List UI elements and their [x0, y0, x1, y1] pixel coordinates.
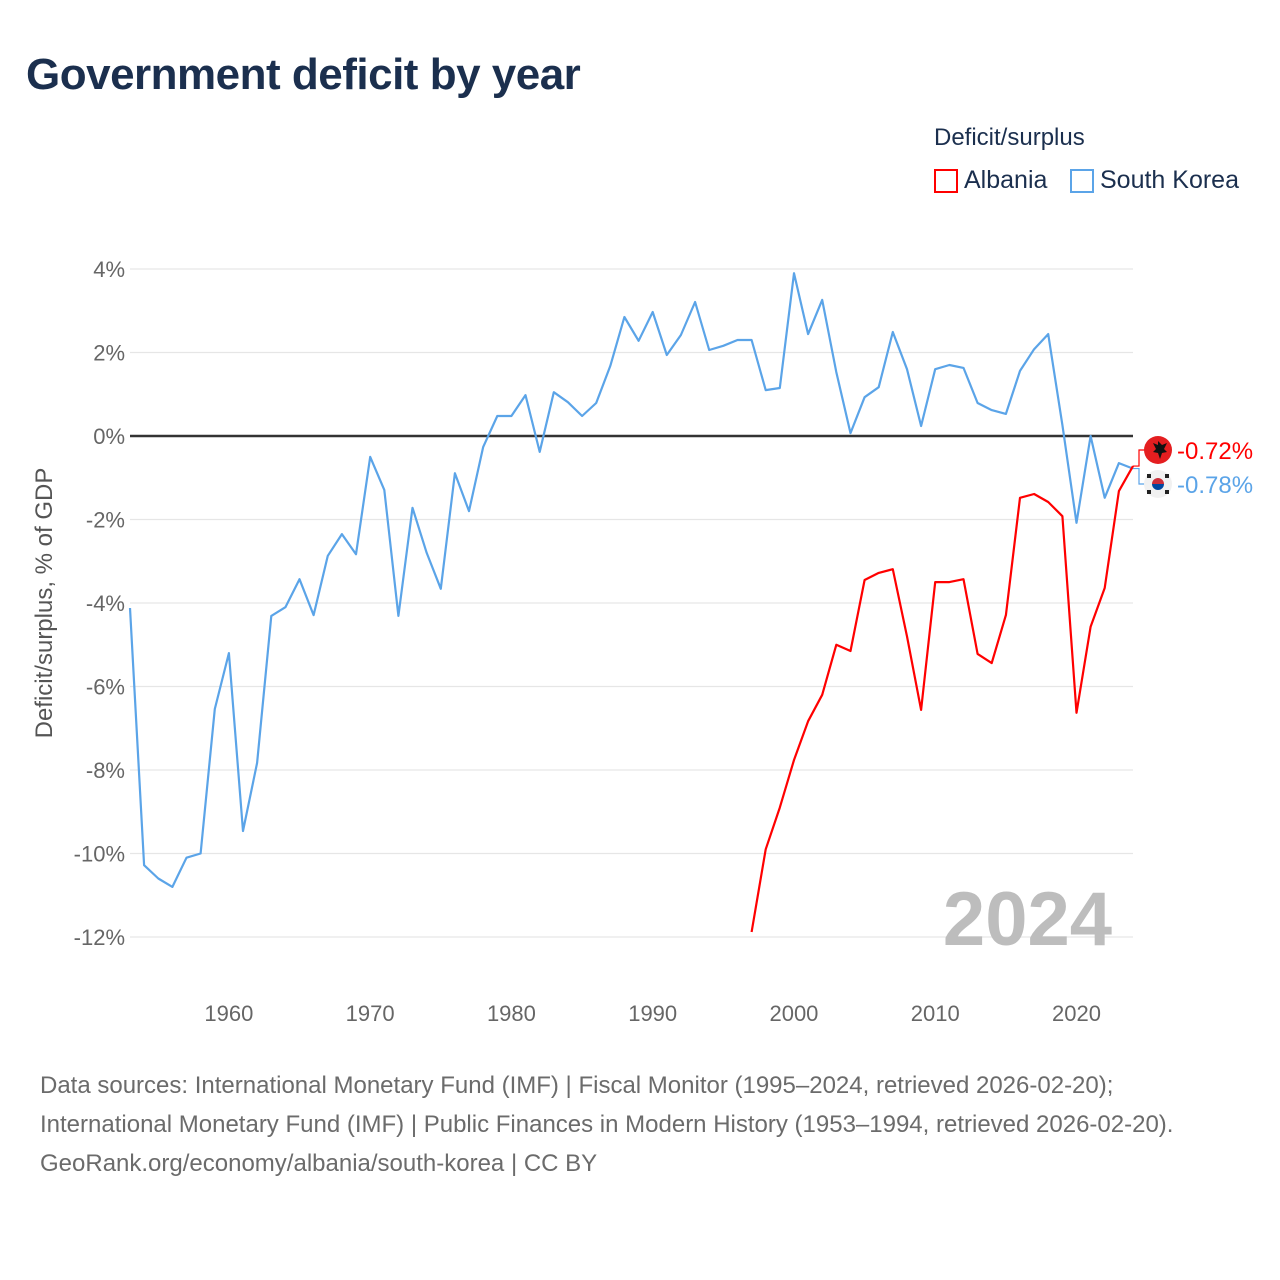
- y-tick-label: -10%: [74, 842, 125, 867]
- legend-swatch-south-korea: [1070, 168, 1094, 193]
- legend-item-albania[interactable]: Albania: [934, 166, 1047, 195]
- x-tick-label: 1980: [487, 1001, 536, 1026]
- y-tick-label: -12%: [74, 925, 125, 950]
- line-chart: 4% 2% 0% -2% -4% -6% -8% -10% -12% 1960 1970 1980 19…: [31, 257, 1253, 1026]
- y-tick-label: -4%: [86, 591, 125, 616]
- series-line-south-korea: [128, 272, 1134, 889]
- legend-label: South Korea: [1100, 166, 1239, 194]
- legend-swatch-albania: [934, 168, 958, 193]
- end-value-label: -0.78%: [1177, 472, 1253, 499]
- trigram-icon: [1147, 474, 1151, 478]
- legend-item-south-korea[interactable]: South Korea: [1070, 166, 1239, 195]
- albania-eagle-icon: [1153, 441, 1167, 459]
- x-tick-label: 1960: [204, 1001, 253, 1026]
- legend-label: Albania: [964, 166, 1048, 194]
- y-tick-label: -6%: [86, 675, 125, 700]
- series-line-albania: [750, 465, 1134, 933]
- end-value-label: -0.72%: [1177, 438, 1253, 465]
- y-tick-label: 4%: [93, 257, 125, 282]
- label-connector: [1133, 449, 1146, 467]
- year-watermark: 2024: [943, 877, 1112, 962]
- y-tick-label: 2%: [93, 341, 125, 366]
- trigram-icon: [1165, 490, 1169, 494]
- data-sources: Data sources: International Monetary Fun…: [40, 1072, 1174, 1138]
- credit-link[interactable]: GeoRank.org/economy/albania/south-korea …: [40, 1150, 598, 1177]
- y-tick-label: -8%: [86, 758, 125, 783]
- taeguk-blue: [1152, 484, 1164, 490]
- x-tick-label: 2020: [1052, 1001, 1101, 1026]
- x-tick-label: 1970: [346, 1001, 395, 1026]
- trigram-icon: [1147, 490, 1151, 494]
- x-tick-label: 2010: [911, 1001, 960, 1026]
- label-connector: [1133, 467, 1146, 485]
- legend-title: Deficit/surplus: [934, 124, 1085, 151]
- x-tick-label: 1990: [628, 1001, 677, 1026]
- footer: Data sources: International Monetary Fun…: [40, 1066, 1240, 1183]
- y-tick-label: -2%: [86, 508, 125, 533]
- trigram-icon: [1165, 474, 1169, 478]
- x-tick-label: 2000: [769, 1001, 818, 1026]
- y-tick-label: 0%: [93, 424, 125, 449]
- chart-title: Government deficit by year: [26, 50, 581, 99]
- taeguk-red: [1152, 478, 1164, 484]
- y-axis-label: Deficit/surplus, % of GDP: [31, 468, 58, 739]
